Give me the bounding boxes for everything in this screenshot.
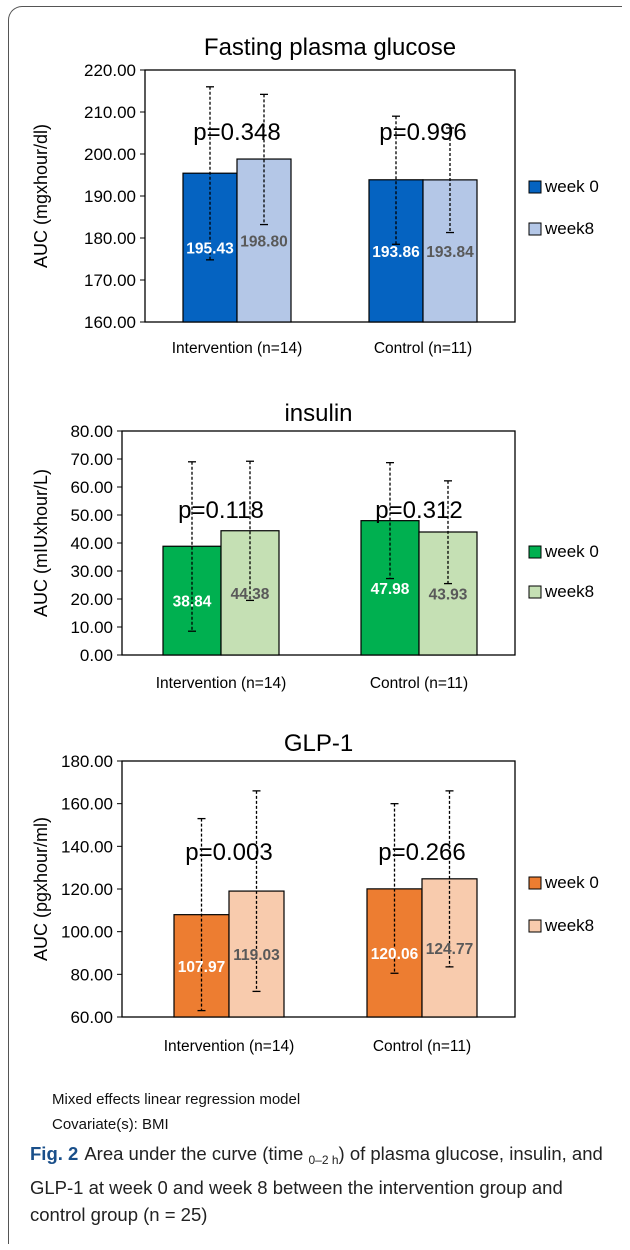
- model-note: Mixed effects linear regression model: [52, 1091, 301, 1108]
- y-tick-label: 10.00: [70, 618, 113, 637]
- y-tick-label: 200.00: [84, 145, 136, 164]
- p-value-annotation: p=0.996: [379, 119, 466, 146]
- chart-title: Fasting plasma glucose: [204, 34, 456, 61]
- y-tick-label: 140.00: [61, 837, 113, 856]
- y-tick-label: 0.00: [80, 646, 113, 665]
- p-value-annotation: p=0.348: [193, 119, 280, 146]
- covariate-note: Covariate(s): BMI: [52, 1116, 169, 1133]
- legend-swatch: [528, 180, 542, 194]
- y-axis-label: AUC (pgxhour/ml): [31, 817, 51, 961]
- data-label: 193.84: [426, 244, 474, 261]
- data-label: 47.98: [371, 581, 410, 598]
- chart-title: insulin: [284, 400, 352, 427]
- y-tick-label: 180.00: [61, 752, 113, 771]
- figure-frame: [8, 6, 622, 1244]
- caption-label: Fig. 2: [30, 1143, 79, 1164]
- legend-label: week 0: [544, 177, 599, 196]
- y-tick-label: 20.00: [70, 590, 113, 609]
- category-label: Control (n=11): [370, 675, 468, 692]
- data-label: 119.03: [233, 947, 280, 964]
- chart-panel-2: insulin 0.00 10.00 20.00 30.00 40.00 50.00 60.0…: [31, 400, 599, 692]
- y-tick-label: 170.00: [84, 271, 136, 290]
- y-tick-label: 210.00: [84, 103, 136, 122]
- y-tick-label: 160.00: [84, 313, 136, 332]
- legend-swatch: [528, 876, 542, 890]
- y-tick-label: 160.00: [61, 795, 113, 814]
- y-tick-label: 120.00: [61, 880, 113, 899]
- figure-charts: Fasting plasma glucose 160.00 170.00 180.00…: [31, 34, 599, 1055]
- caption-text-end: ) of plasma glucose, insulin, and GLP-1 …: [30, 1143, 603, 1225]
- p-value-annotation: p=0.118: [178, 497, 264, 524]
- y-tick-label: 40.00: [70, 534, 113, 553]
- data-label: 38.84: [173, 594, 212, 611]
- legend-label: week8: [544, 582, 594, 601]
- data-label: 193.86: [372, 244, 420, 261]
- legend-swatch: [528, 585, 542, 599]
- category-label: Intervention (n=14): [164, 1038, 295, 1055]
- chart-title: GLP-1: [284, 730, 353, 757]
- y-tick-label: 100.00: [61, 923, 113, 942]
- legend-label: week 0: [544, 873, 599, 892]
- y-tick-label: 60.00: [70, 478, 113, 497]
- legend-label: week8: [544, 219, 594, 238]
- category-label: Control (n=11): [373, 1038, 471, 1055]
- category-label: Intervention (n=14): [172, 340, 303, 357]
- p-value-annotation: p=0.266: [378, 839, 465, 866]
- y-tick-label: 180.00: [84, 229, 136, 248]
- legend-label: week 0: [544, 542, 599, 561]
- data-label: 44.38: [231, 586, 270, 603]
- legend-swatch: [528, 545, 542, 559]
- y-axis-label: AUC (mgxhour/dl): [31, 124, 51, 268]
- legend-label: week8: [544, 916, 594, 935]
- data-label: 124.77: [426, 941, 473, 958]
- data-label: 43.93: [429, 586, 468, 603]
- category-label: Control (n=11): [374, 340, 472, 357]
- y-tick-label: 80.00: [70, 965, 113, 984]
- p-value-annotation: p=0.003: [185, 839, 272, 866]
- y-tick-label: 50.00: [70, 506, 113, 525]
- y-tick-label: 80.00: [70, 422, 113, 441]
- legend-swatch: [528, 919, 542, 933]
- y-tick-label: 70.00: [70, 450, 113, 469]
- data-label: 107.97: [178, 959, 225, 976]
- category-label: Intervention (n=14): [156, 675, 287, 692]
- y-tick-label: 60.00: [70, 1008, 113, 1027]
- data-label: 195.43: [186, 241, 234, 258]
- figure-caption: Fig. 2 Area under the curve (time 0–2 h) …: [30, 1140, 610, 1228]
- p-value-annotation: p=0.312: [375, 497, 462, 524]
- chart-panel-1: Fasting plasma glucose 160.00 170.00 180.00…: [31, 34, 599, 357]
- data-label: 198.80: [240, 234, 287, 251]
- y-tick-label: 220.00: [84, 61, 136, 80]
- data-label: 120.06: [371, 946, 419, 963]
- y-tick-label: 30.00: [70, 562, 113, 581]
- legend-swatch: [528, 222, 542, 236]
- y-tick-label: 190.00: [84, 187, 136, 206]
- chart-panel-3: GLP-1 60.00 80.00 100.00 120.00 140.00 160.00 1…: [31, 730, 599, 1055]
- caption-subscript: 0–2 h: [308, 1153, 339, 1167]
- y-axis-label: AUC (mIUxhour/L): [31, 469, 51, 617]
- caption-text-start: Area under the curve (time: [84, 1143, 309, 1164]
